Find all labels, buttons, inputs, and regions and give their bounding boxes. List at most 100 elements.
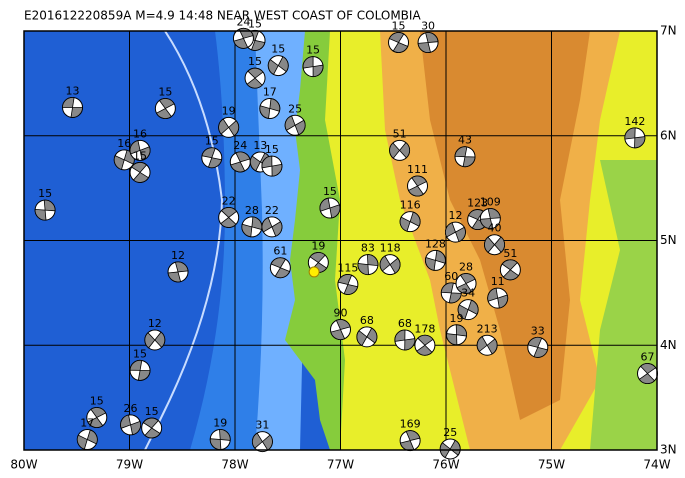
depth-label: 12 [171,249,185,262]
epicenter [308,266,320,278]
depth-label: 15 [90,395,104,408]
beachball-quadrant [356,327,378,347]
depth-label: 115 [337,261,358,274]
beachball-quadrant [379,255,401,274]
beachball-quadrant [155,98,175,119]
depth-label: 142 [624,115,645,128]
beachball-quadrant [259,98,281,119]
beachball-quadrant [87,407,107,428]
beachball-quadrant [246,67,264,89]
beachball-quadrant [501,259,520,281]
depth-label: 34 [461,287,475,300]
beachball [209,429,231,451]
depth-label: 51 [393,127,407,140]
depth-label: 19 [222,104,236,117]
beachball-quadrant [241,216,263,238]
beachball-quadrant [34,199,56,221]
beachball [399,430,421,452]
beachball [357,254,379,276]
depth-label: 15 [158,86,172,99]
depth-label: 30 [421,20,435,33]
beachball-quadrant [261,217,283,237]
depth-label: 17 [80,417,94,430]
depth-label: 68 [398,317,412,330]
beachball-quadrant [487,287,509,309]
depth-label: 28 [459,260,473,273]
beachball-quadrant [129,140,151,161]
depth-label: 13 [66,84,80,97]
beachball [267,55,289,77]
x-tick-label: 76W [432,458,459,472]
beachball-quadrant [527,336,548,358]
depth-label: 15 [133,149,147,162]
map-frame [23,30,658,451]
beachball [414,334,436,356]
beachball [261,216,283,238]
depth-label: 19 [450,312,464,325]
depth-label: 16 [133,127,147,140]
y-tick-label: 3N [660,443,677,457]
x-tick-label: 78W [221,458,248,472]
beachball-quadrant [167,261,189,283]
depth-label: 25 [443,426,457,439]
beachball-quadrant [389,142,410,159]
depth-label: 15 [323,185,337,198]
beachball-quadrant [220,207,238,228]
depth-label: 40 [488,222,502,235]
depth-label: 15 [306,44,320,57]
beachball-quadrant [445,222,466,243]
beachball-quadrant [476,336,498,355]
beachball [232,27,254,49]
x-tick-label: 79W [116,458,143,472]
beachball [499,259,521,281]
depth-label: 15 [145,405,159,418]
depth-label: 13 [253,139,267,152]
depth-label: 22 [265,204,279,217]
beachball [269,257,291,279]
beachball-quadrant [230,151,251,173]
beachball [261,155,283,177]
depth-label: 15 [248,17,262,30]
beachball [34,199,56,221]
beachball [259,98,281,120]
depth-label: 83 [361,242,375,255]
beachball-quadrant [416,334,434,356]
beachball-quadrant [233,27,254,49]
depth-label: 90 [334,307,348,320]
beachball-quadrant [261,155,283,177]
beachball [446,324,468,346]
depth-label: 26 [124,402,138,415]
beachball-quadrant [76,429,98,450]
beachball [394,329,416,351]
beachball [129,139,151,161]
beachball-quadrant [440,282,462,304]
depth-label: 24 [233,139,247,152]
beachball-quadrant [484,236,505,253]
beachball-quadrant [218,118,240,137]
beachball [144,329,166,351]
depth-label: 68 [360,314,374,327]
beachball [218,116,240,138]
beachball [487,287,509,309]
y-tick-label: 7N [660,24,677,38]
depth-label: 15 [271,43,285,56]
beachball-quadrant [129,359,151,381]
beachball [337,273,359,295]
beachball [637,363,659,385]
x-tick-label: 75W [538,458,565,472]
beachball [167,261,189,283]
beachball [454,146,476,168]
beachball [457,299,479,321]
beachball-quadrant [144,331,166,349]
depth-label: 28 [245,204,259,217]
beachball-quadrant [267,56,289,75]
beachball [389,139,411,161]
beachball [388,32,410,54]
depth-label: 116 [400,199,421,212]
beachball [113,149,135,171]
depth-label: 213 [477,322,498,335]
depth-label: 19 [213,417,227,430]
x-tick-label: 74W [643,458,670,472]
